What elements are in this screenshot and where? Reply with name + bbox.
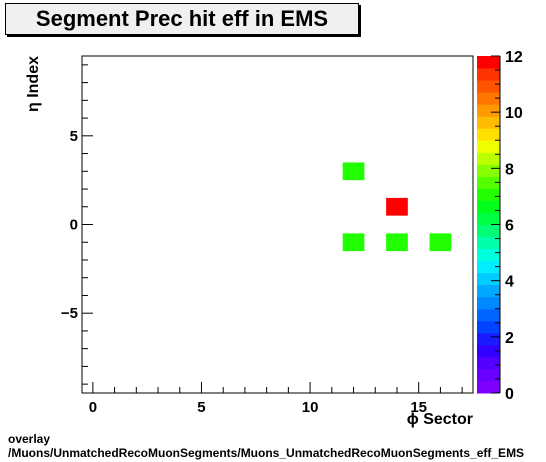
palette-swatch <box>477 176 500 189</box>
palette-swatch <box>477 296 500 310</box>
palette-swatch <box>477 200 500 213</box>
palette-swatch <box>477 80 500 93</box>
x-tick-label: 10 <box>302 399 319 416</box>
palette-swatch <box>477 356 500 370</box>
y-tick-label: −5 <box>61 305 78 322</box>
heatmap-cells <box>342 162 452 252</box>
x-tick-label: 5 <box>197 399 205 416</box>
palette-swatch <box>477 224 500 238</box>
plot-frame <box>81 55 474 394</box>
y-axis-label: η Index <box>25 56 42 112</box>
chart-title-box: Segment Prec hit eff in EMS <box>5 3 359 35</box>
palette-swatch <box>477 152 500 165</box>
palette-swatch <box>477 68 500 81</box>
x-axis-label: ϕ Sector <box>407 411 473 428</box>
palette-swatch <box>477 368 500 382</box>
palette-swatch <box>477 164 500 177</box>
palette-swatch <box>477 380 500 394</box>
palette-swatch <box>477 236 500 250</box>
heatmap-cell <box>429 233 452 252</box>
palette-swatch <box>477 140 500 153</box>
palette-tick-label: 4 <box>505 274 514 291</box>
palette-swatch <box>477 260 500 274</box>
x-tick-label: 0 <box>89 399 97 416</box>
palette-swatch <box>477 212 500 225</box>
palette-swatch <box>477 92 500 105</box>
palette-swatch <box>477 128 500 141</box>
palette-swatch <box>477 272 500 286</box>
heatmap-cell <box>342 162 365 181</box>
palette-swatch <box>477 116 500 129</box>
palette-swatch <box>477 308 500 322</box>
palette-swatch <box>477 344 500 358</box>
axes: 0 5 10 15 −5 0 5 <box>61 64 463 416</box>
heatmap-cell <box>386 197 408 216</box>
palette-swatch <box>477 284 500 298</box>
palette-swatch <box>477 56 500 69</box>
palette-tick-label: 12 <box>505 49 523 66</box>
heatmap-cell <box>342 233 365 252</box>
palette-swatch <box>477 320 500 334</box>
palette-tick-label: 0 <box>505 386 514 403</box>
palette-tick-label: 8 <box>505 161 514 178</box>
palette-tick-label: 6 <box>505 218 514 235</box>
palette-swatch <box>477 248 500 262</box>
palette-swatch <box>477 188 500 201</box>
footer-line-1: overlay <box>8 432 51 446</box>
heatmap-cell <box>386 233 408 252</box>
color-palette: 0 2 4 6 8 10 12 <box>477 49 523 403</box>
chart-title: Segment Prec hit eff in EMS <box>35 6 329 31</box>
palette-swatch <box>477 104 500 117</box>
footer-line-2: /Muons/UnmatchedRecoMuonSegments/Muons_U… <box>8 446 525 460</box>
footer-path: overlay /Muons/UnmatchedRecoMuonSegments… <box>8 432 524 460</box>
heatmap-plot: 0 5 10 15 −5 0 5 0 2 4 6 8 10 12 ϕ Sector η Index <box>25 49 523 428</box>
palette-tick-label: 2 <box>505 330 514 347</box>
palette-swatch <box>477 332 500 346</box>
y-tick-label: 0 <box>70 217 78 234</box>
x-tick-label: 15 <box>410 399 427 416</box>
palette-tick-label: 10 <box>505 105 523 122</box>
y-tick-label: 5 <box>70 128 78 145</box>
